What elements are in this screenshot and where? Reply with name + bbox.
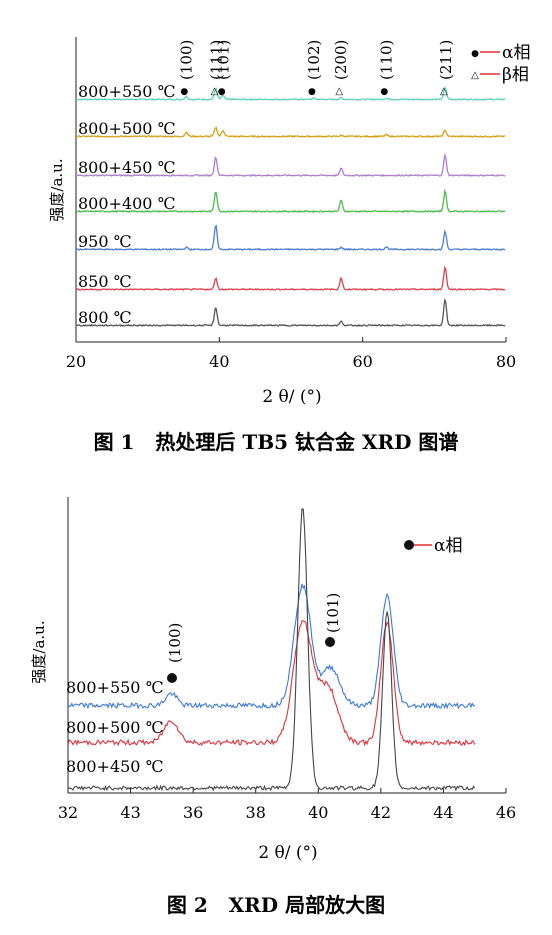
fig1-x-ticks: 20 40 60 80: [66, 337, 516, 371]
fig1-legend-marker: △: [471, 70, 479, 81]
fig1-series-label: 950 ℃: [78, 232, 132, 251]
fig1-peak-marker: ●: [308, 87, 316, 97]
fig1-series-label: 800+500 ℃: [78, 119, 175, 138]
fig2-series-labels: 800+550 ℃ 800+500 ℃ 800+450 ℃: [66, 678, 163, 776]
fig1-peak-labels: (100) ● (111) △ (101) ● (102) ● (200) △ (110) ● (211…: [177, 40, 454, 97]
fig1-peak-marker: △: [440, 86, 448, 97]
fig2-series-label: 800+450 ℃: [66, 757, 163, 776]
fig2-series-line: [67, 620, 476, 747]
fig2-x-tick-label: 38: [246, 803, 266, 822]
fig2-legend: α相: [404, 536, 462, 556]
fig1-series-line: [75, 224, 506, 251]
fig1-series-label: 800+400 ℃: [78, 194, 175, 213]
fig1-legend-label: α相: [502, 43, 530, 63]
fig1-x-tick-label: 60: [352, 352, 372, 371]
fig2-y-label: 强度/a.u.: [30, 620, 48, 683]
fig1-x-label: 2 θ/ (°): [262, 387, 321, 407]
fig1-peak-label: (101): [215, 40, 233, 80]
fig1-series-label: 800+450 ℃: [78, 158, 175, 177]
fig2-series: [67, 508, 476, 792]
fig1-peak-marker: △: [211, 86, 219, 97]
fig1-series-label: 800+550 ℃: [78, 82, 175, 101]
fig2-x-tick-label: 32: [58, 803, 78, 822]
fig2-x-ticks: 32 43 36 38 40 42 44 46: [58, 788, 516, 822]
fig1-x-tick-label: 20: [66, 352, 86, 371]
fig2-x-tick-label: 43: [120, 803, 140, 822]
fig1-peak-label: (110): [377, 40, 395, 80]
fig2-peak-marker: [325, 637, 335, 647]
fig1-series-line: [75, 126, 506, 139]
fig1-series-line: [75, 297, 506, 327]
fig1-peak-marker: △: [335, 86, 343, 97]
fig1-legend-marker: ●: [471, 49, 479, 59]
fig1-x-tick-label: 80: [496, 352, 516, 371]
fig1-peak-label: (211): [437, 40, 455, 80]
fig2-x-tick-label: 44: [433, 803, 453, 822]
fig1-series-line: [75, 86, 506, 101]
fig2-x-tick-label: 40: [308, 803, 328, 822]
fig2-peak-marker: [167, 673, 177, 683]
fig1-peak-label: (200): [332, 40, 350, 80]
fig2-x-label: 2 θ/ (°): [258, 843, 317, 863]
fig1-legend-label: β相: [502, 65, 529, 85]
fig1-caption: 图 1 热处理后 TB5 钛合金 XRD 图谱: [94, 430, 459, 454]
fig2-peak-labels: (100) (101): [166, 593, 342, 683]
fig2-x-tick-label: 42: [371, 803, 391, 822]
fig2-series-line: [67, 508, 476, 792]
fig1-legend: ● α相 △ β相: [471, 43, 530, 85]
fig1-peak-label: (102): [305, 40, 323, 80]
fig1-series-labels: 800+550 ℃ 800+500 ℃ 800+450 ℃ 800+400 ℃ 950 …: [78, 82, 175, 327]
fig1-peak-label: (100): [177, 40, 195, 80]
fig1-series-line: [76, 265, 506, 291]
fig1-series-label: 800 ℃: [78, 308, 132, 327]
fig2-caption: 图 2 XRD 局部放大图: [167, 893, 385, 917]
figure2: 32 43 36 38 40 42 44 46 800+550 ℃ 800+500 ℃ 800+4…: [30, 497, 516, 917]
fig1-series-label: 850 ℃: [78, 272, 132, 291]
fig2-legend-label: α相: [434, 536, 462, 556]
fig2-peak-label: (100): [166, 623, 184, 663]
fig2-x-tick-label: 46: [496, 803, 516, 822]
fig1-series-line: [75, 188, 506, 214]
fig2-peak-label: (101): [324, 593, 342, 633]
fig2-legend-marker: [404, 540, 414, 550]
fig2-series-line: [67, 583, 476, 710]
fig2-series-label: 800+500 ℃: [66, 718, 163, 737]
fig2-x-tick-label: 36: [183, 803, 203, 822]
fig1-y-label: 强度/a.u.: [48, 158, 66, 221]
fig1-series-line: [75, 152, 506, 178]
fig1-x-tick-label: 40: [209, 352, 229, 371]
fig1-peak-marker: ●: [218, 87, 226, 97]
fig1-series: [75, 86, 506, 327]
fig1-peak-marker: ●: [180, 87, 188, 97]
fig1-peak-label: (111): [207, 40, 225, 80]
fig2-series-label: 800+550 ℃: [66, 678, 163, 697]
fig1-peak-marker: ●: [380, 87, 388, 97]
